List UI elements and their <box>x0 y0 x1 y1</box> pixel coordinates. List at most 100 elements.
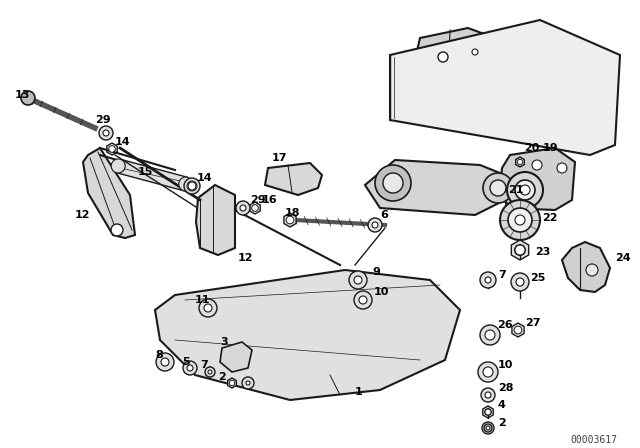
Circle shape <box>354 276 362 284</box>
Circle shape <box>500 200 540 240</box>
Text: 26: 26 <box>497 320 513 330</box>
Circle shape <box>532 160 542 170</box>
Circle shape <box>252 205 259 211</box>
Circle shape <box>240 205 246 211</box>
Circle shape <box>109 146 115 152</box>
Circle shape <box>179 177 193 191</box>
Circle shape <box>236 201 250 215</box>
Text: 18: 18 <box>285 208 301 218</box>
Circle shape <box>484 424 492 432</box>
Text: 27: 27 <box>525 318 541 328</box>
Circle shape <box>204 304 212 312</box>
Circle shape <box>229 380 235 386</box>
Circle shape <box>359 296 367 304</box>
Text: 29: 29 <box>95 115 111 125</box>
Text: 1: 1 <box>355 387 363 397</box>
Circle shape <box>517 159 523 165</box>
Text: 14: 14 <box>197 173 212 183</box>
Circle shape <box>485 409 491 415</box>
Text: 24: 24 <box>615 253 630 263</box>
Circle shape <box>515 245 525 255</box>
Text: 15: 15 <box>138 167 154 177</box>
Polygon shape <box>483 406 493 418</box>
Text: 8: 8 <box>155 350 163 360</box>
Text: 10: 10 <box>374 287 389 297</box>
Text: 6: 6 <box>380 210 388 220</box>
Text: 20: 20 <box>524 143 540 153</box>
Circle shape <box>383 173 403 193</box>
Circle shape <box>511 273 529 291</box>
Circle shape <box>438 52 448 62</box>
Polygon shape <box>83 148 135 238</box>
Circle shape <box>99 126 113 140</box>
Text: 21: 21 <box>508 185 524 195</box>
Circle shape <box>205 367 215 377</box>
Text: 2: 2 <box>218 372 226 382</box>
Polygon shape <box>415 28 498 82</box>
Circle shape <box>486 426 490 430</box>
Circle shape <box>183 361 197 375</box>
Polygon shape <box>205 367 214 377</box>
Circle shape <box>207 369 212 375</box>
Circle shape <box>483 173 513 203</box>
Text: 7: 7 <box>200 360 208 370</box>
Text: 2: 2 <box>498 418 506 428</box>
Circle shape <box>515 245 525 255</box>
Circle shape <box>199 299 217 317</box>
Circle shape <box>354 291 372 309</box>
Circle shape <box>482 422 494 434</box>
Circle shape <box>485 392 491 398</box>
Circle shape <box>520 185 530 195</box>
Circle shape <box>480 272 496 288</box>
Circle shape <box>372 222 378 228</box>
Text: 29: 29 <box>250 195 266 205</box>
Text: 12: 12 <box>238 253 253 263</box>
Text: 5: 5 <box>182 357 189 367</box>
Circle shape <box>480 325 500 345</box>
Circle shape <box>472 49 478 55</box>
Text: 9: 9 <box>372 267 380 277</box>
Circle shape <box>483 367 493 377</box>
Circle shape <box>485 330 495 340</box>
Text: 19: 19 <box>543 143 559 153</box>
Circle shape <box>557 163 567 173</box>
Polygon shape <box>250 202 260 214</box>
Polygon shape <box>500 148 575 210</box>
Polygon shape <box>511 240 529 260</box>
Circle shape <box>478 362 498 382</box>
Circle shape <box>187 365 193 371</box>
Polygon shape <box>265 163 322 195</box>
Circle shape <box>208 370 212 374</box>
Circle shape <box>103 130 109 136</box>
Circle shape <box>286 216 294 224</box>
Polygon shape <box>562 242 610 292</box>
Polygon shape <box>516 157 524 167</box>
Text: 16: 16 <box>262 195 278 205</box>
Circle shape <box>161 358 169 366</box>
Circle shape <box>184 178 200 194</box>
Text: 00003617: 00003617 <box>570 435 617 445</box>
Polygon shape <box>228 378 236 388</box>
Circle shape <box>514 326 522 334</box>
Circle shape <box>156 353 174 371</box>
Circle shape <box>516 278 524 286</box>
Text: 25: 25 <box>530 273 545 283</box>
Polygon shape <box>284 213 296 227</box>
Text: 10: 10 <box>498 360 513 370</box>
Polygon shape <box>220 342 252 372</box>
Text: 17: 17 <box>272 153 287 163</box>
Polygon shape <box>107 143 117 155</box>
Circle shape <box>246 381 250 385</box>
Circle shape <box>188 182 196 190</box>
Circle shape <box>586 264 598 276</box>
Polygon shape <box>116 159 188 191</box>
Text: 22: 22 <box>542 213 557 223</box>
Circle shape <box>349 271 367 289</box>
Text: 11: 11 <box>195 295 211 305</box>
Circle shape <box>508 208 532 232</box>
Polygon shape <box>365 160 505 215</box>
Circle shape <box>368 218 382 232</box>
Text: 3: 3 <box>220 337 228 347</box>
Circle shape <box>242 377 254 389</box>
Text: 4: 4 <box>498 400 506 410</box>
